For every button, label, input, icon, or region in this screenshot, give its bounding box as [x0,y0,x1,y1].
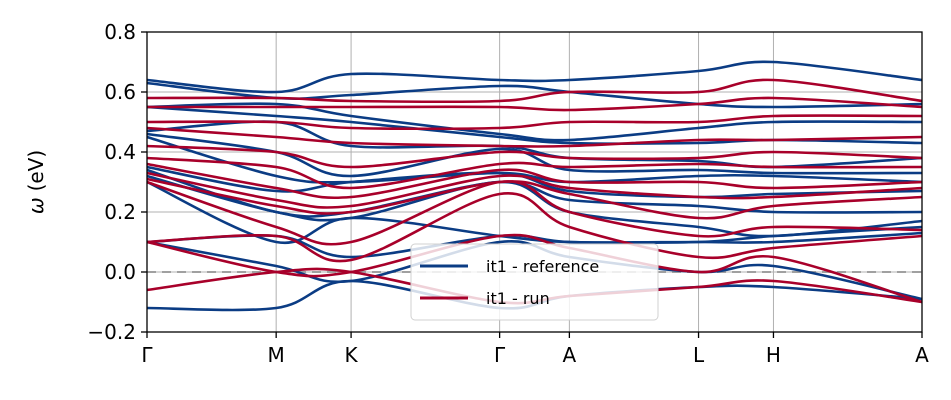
legend-label-run: it1 - run [486,289,550,308]
band-line [146,102,923,142]
x-tick-label: A [563,343,577,367]
legend-box [410,243,659,321]
y-tick-label: 0.0 [104,260,136,284]
x-tick-label: Γ [494,343,506,367]
y-tick-label: −0.2 [87,320,136,344]
band-line [146,165,923,199]
y-tick-label: 0.4 [104,140,136,164]
axis-ticks: −0.2 0.0 0.2 0.4 0.6 0.8 Γ M K Γ A L H A [87,20,929,367]
band-line [146,126,923,148]
band-line [146,180,923,246]
y-axis-label: ω (eV) [24,150,48,214]
band-line [146,156,923,190]
band-line [146,114,923,131]
band-line [146,168,923,218]
y-tick-label: 0.6 [104,80,136,104]
band-line [146,171,923,209]
band-line [146,78,923,104]
band-line [146,192,923,263]
band-line [146,177,923,220]
x-tick-label: M [268,343,285,367]
y-axis-label-unit: (eV) [24,150,48,192]
band-line [146,144,923,169]
band-line [146,233,923,304]
legend-label-reference: it1 - reference [486,257,599,276]
y-tick-label: 0.8 [104,20,136,44]
x-tick-label: L [693,343,705,367]
x-tick-label: H [766,343,781,367]
legend: it1 - reference it1 - run [410,243,659,321]
x-tick-label: Γ [141,343,153,367]
y-axis-label-symbol: ω [24,197,48,214]
band-line [146,135,923,184]
y-tick-label: 0.2 [104,200,136,224]
plot-frame [146,31,923,333]
band-line [147,96,923,112]
band-line [146,60,923,94]
x-tick-label: A [915,343,929,367]
x-tick-label: K [345,343,359,367]
band-line [146,162,923,200]
